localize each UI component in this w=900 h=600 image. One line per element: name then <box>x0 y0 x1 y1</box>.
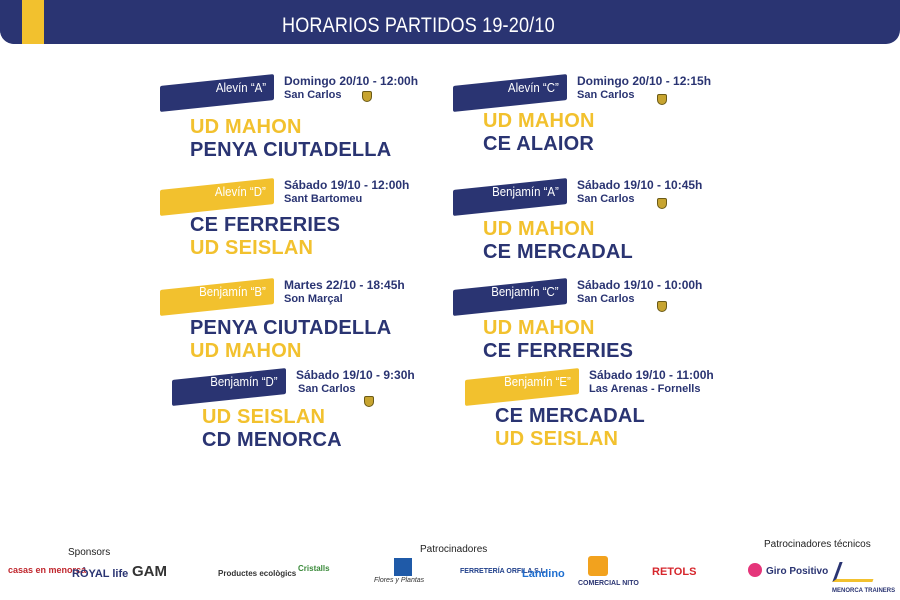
header-stripe-navy <box>0 0 22 44</box>
match-datetime: Martes 22/10 - 18:45h <box>284 278 405 292</box>
sponsor-logo-gam: GAM <box>132 563 167 580</box>
away-team: UD MAHON <box>190 340 302 362</box>
category-label: Benjamín “A” <box>492 183 559 199</box>
away-team: CE MERCADAL <box>483 241 633 263</box>
match-card: Benjamín “A” Sábado 19/10 - 10:45h San C… <box>453 178 753 268</box>
patrocinador-logo-retols: RETOLS <box>652 566 697 578</box>
match-card: Benjamín “C” Sábado 19/10 - 10:00h San C… <box>453 278 753 368</box>
home-team: UD MAHON <box>483 218 595 240</box>
tecnicos-heading: Patrocinadores técnicos <box>764 539 871 550</box>
match-card: Alevín “C” Domingo 20/10 - 12:15h San Ca… <box>453 74 753 164</box>
patrocinador-logo-nito: COMERCIAL NITO <box>578 580 639 587</box>
match-venue: Las Arenas - Fornells <box>589 383 701 395</box>
category-label: Alevín “D” <box>215 183 266 199</box>
header-stripe-yellow <box>22 0 44 44</box>
header-bar <box>0 0 900 44</box>
match-card: Benjamín “D” Sábado 19/10 - 9:30h San Ca… <box>172 368 472 458</box>
sponsor-logo-royal: RÒYAL life <box>72 568 129 580</box>
category-label: Alevín “A” <box>215 79 266 95</box>
match-datetime: Sábado 19/10 - 10:45h <box>577 178 703 192</box>
match-venue: San Carlos <box>298 383 356 395</box>
match-venue: San Carlos <box>577 293 635 305</box>
home-team: UD SEISLAN <box>202 406 326 428</box>
match-datetime: Sábado 19/10 - 11:00h <box>589 368 714 382</box>
sponsor-logo-casas: casas en menorca <box>8 565 87 575</box>
match-venue: San Carlos <box>577 89 635 101</box>
page-title: HORARIOS PARTIDOS 19-20/10 <box>282 14 555 37</box>
away-team: PENYA CIUTADELLA <box>190 139 392 161</box>
match-datetime: Domingo 20/10 - 12:15h <box>577 74 712 88</box>
patrocinador-logo-ferreteria: FERRETERÍA ORFILA S.L. <box>460 568 547 575</box>
match-venue: San Carlos <box>284 89 342 101</box>
club-crest-icon <box>364 396 374 407</box>
match-datetime: Sábado 19/10 - 9:30h <box>296 368 415 382</box>
home-team: UD MAHON <box>483 110 595 132</box>
match-card: Benjamín “B” Martes 22/10 - 18:45h Son M… <box>160 278 460 368</box>
match-venue: Son Marçal <box>284 293 343 305</box>
category-tag: Benjamín “C” <box>453 278 567 316</box>
category-label: Alevín “C” <box>508 79 559 95</box>
away-team: CD MENORCA <box>202 429 342 451</box>
away-team: CE ALAIOR <box>483 133 595 155</box>
category-tag: Benjamín “A” <box>453 178 567 216</box>
patrocinador-logo-flores: Flores y Plantas <box>374 577 425 584</box>
category-tag: Benjamín “B” <box>160 278 274 316</box>
away-team: CE FERRERIES <box>483 340 634 362</box>
giro-logo-icon <box>748 563 762 577</box>
club-crest-icon <box>657 198 667 209</box>
patrocinador-logo-productes: Productes ecològics <box>218 569 297 578</box>
category-tag: Alevín “D” <box>160 178 274 216</box>
away-team: UD SEISLAN <box>190 237 314 259</box>
club-crest-icon <box>657 301 667 312</box>
patrocinador-logo-cristalls: Cristalls <box>298 564 330 573</box>
match-datetime: Sábado 19/10 - 12:00h <box>284 178 410 192</box>
category-tag: Alevín “A” <box>160 74 274 112</box>
home-team: CE FERRERIES <box>190 214 341 236</box>
home-team: UD MAHON <box>190 116 302 138</box>
away-team: UD SEISLAN <box>495 428 619 450</box>
category-label: Benjamín “C” <box>491 283 559 299</box>
club-crest-icon <box>657 94 667 105</box>
trainers-logo-icon <box>832 562 880 582</box>
sponsors-heading: Sponsors <box>68 547 111 558</box>
match-venue: Sant Bartomeu <box>284 193 363 205</box>
patrocinador-logo-landino: Landino <box>522 568 565 580</box>
category-label: Benjamín “E” <box>504 373 571 389</box>
club-crest-icon <box>362 91 372 102</box>
tecnico-logo-giro: Giro Positivo <box>766 566 829 577</box>
match-card: Alevín “D” Sábado 19/10 - 12:00h Sant Ba… <box>160 178 460 268</box>
category-tag: Alevín “C” <box>453 74 567 112</box>
home-team: PENYA CIUTADELLA <box>190 317 392 339</box>
match-venue: San Carlos <box>577 193 635 205</box>
category-label: Benjamín “B” <box>199 283 266 299</box>
patrocinadores-heading: Patrocinadores <box>420 544 488 555</box>
nito-logo-icon <box>588 556 608 576</box>
match-datetime: Domingo 20/10 - 12:00h <box>284 74 419 88</box>
category-tag: Benjamín “E” <box>465 368 579 406</box>
flores-logo-icon <box>394 558 412 576</box>
match-card: Benjamín “E” Sábado 19/10 - 11:00h Las A… <box>465 368 765 458</box>
category-label: Benjamín “D” <box>210 373 278 389</box>
category-tag: Benjamín “D” <box>172 368 286 406</box>
match-card: Alevín “A” Domingo 20/10 - 12:00h San Ca… <box>160 74 460 164</box>
match-datetime: Sábado 19/10 - 10:00h <box>577 278 703 292</box>
home-team: UD MAHON <box>483 317 595 339</box>
tecnico-logo-trainers: MENORCA TRAINERS <box>832 588 896 594</box>
home-team: CE MERCADAL <box>495 405 645 427</box>
